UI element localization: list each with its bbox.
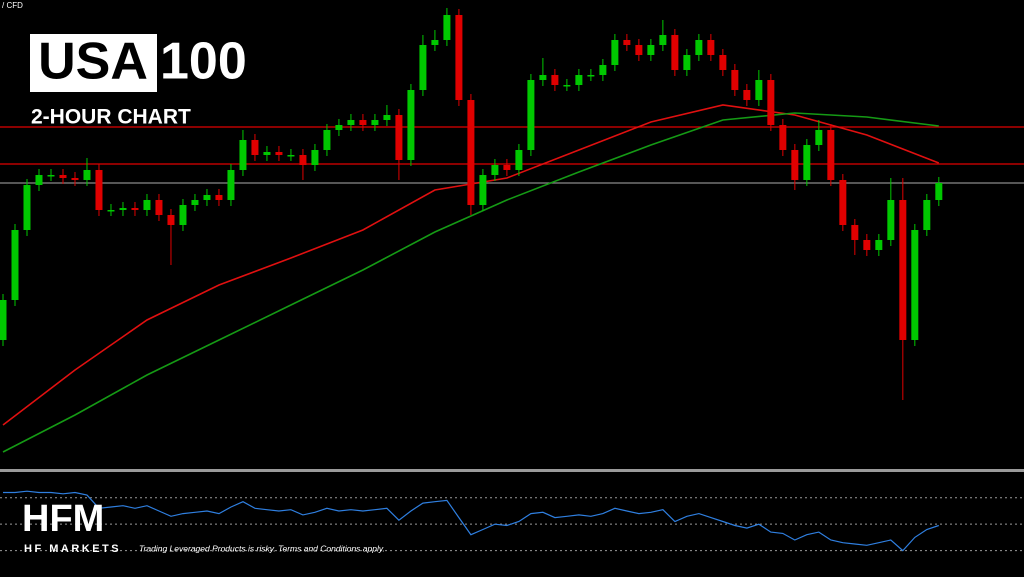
candle-body <box>659 35 667 45</box>
candle-body <box>299 155 307 165</box>
candle-body <box>227 170 235 200</box>
symbol-rest: 100 <box>160 33 247 91</box>
candle-body <box>443 15 451 40</box>
candle-body <box>59 175 67 178</box>
candle-body <box>515 150 523 170</box>
candle-body <box>359 120 367 125</box>
candle-body <box>119 208 127 210</box>
candle-body <box>887 200 895 240</box>
candle-body <box>647 45 655 55</box>
candle-body <box>587 75 595 77</box>
candle-body <box>203 195 211 200</box>
candle-body <box>311 150 319 165</box>
candle-body <box>131 208 139 210</box>
candle-body <box>815 130 823 145</box>
candle-body <box>935 183 943 200</box>
candle-body <box>83 170 91 180</box>
moving-average <box>2 112 939 453</box>
candle-body <box>251 140 259 155</box>
disclaimer: Trading Leveraged Products is risky. Ter… <box>139 543 385 553</box>
candle-body <box>35 175 43 185</box>
candle-body <box>731 70 739 90</box>
candle-body <box>719 55 727 70</box>
candle-body <box>575 75 583 85</box>
symbol-box-text: USA <box>38 33 148 91</box>
candle-body <box>23 185 31 230</box>
price-panel <box>0 8 1024 453</box>
candle-body <box>455 15 463 100</box>
candle-body <box>791 150 799 180</box>
candle-body <box>215 195 223 200</box>
candle-body <box>851 225 859 240</box>
candle-body <box>191 200 199 205</box>
candle-body <box>779 125 787 150</box>
platform-label: / CFD <box>2 1 23 10</box>
candle-body <box>383 115 391 120</box>
logo: HFM <box>22 498 104 540</box>
candle-body <box>431 40 439 45</box>
candle-body <box>347 120 355 125</box>
candle-body <box>275 152 283 155</box>
candle-body <box>371 120 379 125</box>
candle-body <box>671 35 679 70</box>
candle-body <box>839 180 847 225</box>
candle-body <box>899 200 907 340</box>
candle-body <box>923 200 931 230</box>
subtitle: 2-HOUR CHART <box>31 106 191 129</box>
candle-body <box>611 40 619 65</box>
candle-body <box>863 240 871 250</box>
candle-body <box>71 178 79 180</box>
candle-body <box>167 215 175 225</box>
candle-body <box>479 175 487 205</box>
candle-body <box>539 75 547 80</box>
candle-body <box>599 65 607 75</box>
brand: HF MARKETS <box>24 543 121 555</box>
candle-body <box>107 210 115 212</box>
candle-body <box>707 40 715 55</box>
candle-body <box>767 80 775 125</box>
candle-body <box>635 45 643 55</box>
candle-body <box>755 80 763 100</box>
candle-body <box>503 165 511 170</box>
candle-body <box>11 230 19 300</box>
candle-body <box>563 85 571 87</box>
candle-body <box>239 140 247 170</box>
candle-body <box>623 40 631 45</box>
candle-body <box>827 130 835 180</box>
candle-body <box>335 125 343 130</box>
candle-body <box>875 240 883 250</box>
candle-body <box>0 300 7 340</box>
candle-body <box>95 170 103 210</box>
candle-body <box>467 100 475 205</box>
candle-body <box>47 175 55 177</box>
candle-body <box>263 152 271 155</box>
symbol-box <box>30 34 157 92</box>
candle-body <box>743 90 751 100</box>
candle-body <box>803 145 811 180</box>
candle-body <box>419 45 427 90</box>
candle-body <box>287 155 295 157</box>
candle-body <box>911 230 919 340</box>
candle-body <box>395 115 403 160</box>
candle-body <box>695 40 703 55</box>
candle-body <box>527 80 535 150</box>
candle-body <box>683 55 691 70</box>
candle-body <box>155 200 163 215</box>
oscillator-line <box>3 490 939 552</box>
oscillator-panel <box>0 490 1024 552</box>
candle-body <box>407 90 415 160</box>
candle-body <box>143 200 151 210</box>
candle-body <box>491 165 499 175</box>
candle-body <box>551 75 559 85</box>
candle-body <box>323 130 331 150</box>
candle-body <box>179 205 187 225</box>
